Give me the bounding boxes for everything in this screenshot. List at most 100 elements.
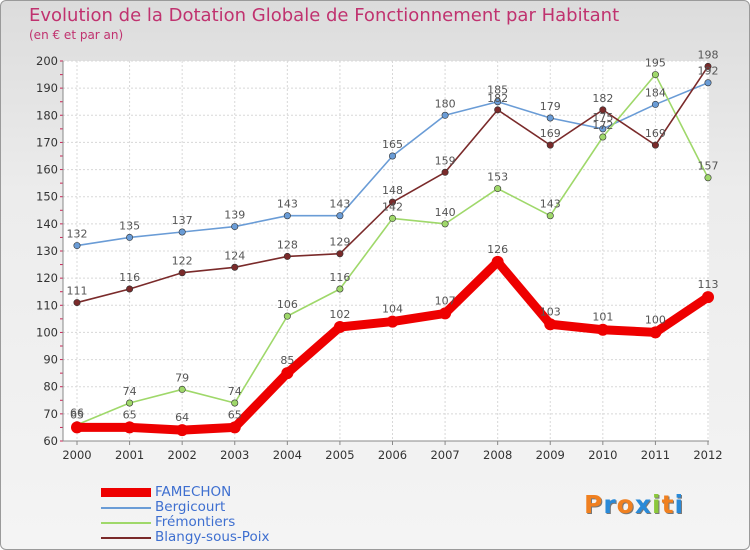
data-point — [704, 79, 712, 87]
x-tick-label: 2010 — [588, 448, 617, 462]
data-label: 185 — [487, 84, 508, 97]
data-label: 148 — [382, 184, 403, 197]
y-tick-label: 80 — [43, 380, 58, 394]
data-point — [388, 214, 396, 222]
data-point — [123, 421, 136, 434]
data-label: 65 — [123, 408, 137, 421]
data-point — [494, 98, 502, 106]
data-label: 198 — [698, 48, 719, 61]
data-label: 184 — [645, 86, 666, 99]
data-point — [176, 424, 189, 437]
data-point — [441, 220, 449, 228]
y-tick-label: 160 — [36, 163, 58, 177]
data-label: 143 — [540, 198, 561, 211]
data-point — [599, 106, 607, 114]
y-tick-label: 190 — [36, 81, 58, 95]
data-point — [283, 252, 291, 260]
data-point — [231, 263, 239, 271]
data-label: 182 — [487, 92, 508, 105]
legend-swatch — [101, 488, 151, 497]
series-blangy-sous-poix — [73, 62, 712, 307]
data-label: 111 — [67, 285, 88, 298]
data-point — [651, 141, 659, 149]
data-label: 129 — [329, 236, 350, 249]
data-point — [704, 174, 712, 182]
series-fremontiers — [73, 71, 712, 429]
data-label: 169 — [540, 127, 561, 140]
data-point — [544, 318, 557, 331]
y-tick-label: 200 — [36, 54, 58, 68]
legend-swatch — [101, 521, 151, 524]
y-tick-label: 180 — [36, 108, 58, 122]
data-label: 106 — [277, 298, 298, 311]
data-label: 137 — [172, 214, 193, 227]
legend-swatch — [101, 506, 151, 509]
plot-area — [63, 61, 709, 441]
y-tick-label: 170 — [36, 135, 58, 149]
legend-item: Bergicourt — [101, 500, 269, 515]
logo-letter: P — [584, 490, 604, 519]
data-point — [283, 212, 291, 220]
x-tick-label: 2006 — [378, 448, 407, 462]
data-label: 113 — [698, 278, 719, 291]
data-point — [281, 367, 294, 380]
data-point — [228, 421, 241, 434]
line-chart: 60 70 80 90 100 110 120 130 140 150 160 170 180 190 20… — [36, 48, 723, 462]
data-point — [283, 312, 291, 320]
data-label: 107 — [435, 294, 456, 307]
data-point — [491, 255, 504, 268]
data-label: 153 — [487, 171, 508, 184]
data-label: 143 — [277, 198, 298, 211]
data-label: 85 — [280, 354, 294, 367]
data-point — [336, 250, 344, 258]
data-point — [178, 228, 186, 236]
data-point — [126, 285, 134, 293]
data-point — [71, 421, 83, 434]
series-bergicourt — [73, 79, 712, 250]
x-tick-label: 2009 — [536, 448, 565, 462]
x-tick-label: 2005 — [325, 448, 354, 462]
y-tick-label: 70 — [43, 407, 58, 421]
data-label: 165 — [382, 138, 403, 151]
y-tick-label: 100 — [36, 325, 58, 339]
logo-letter: o — [616, 490, 635, 519]
data-label: 103 — [540, 305, 561, 318]
data-label: 180 — [435, 97, 456, 110]
logo-letter: x — [634, 490, 652, 519]
legend-label: Frémontiers — [155, 514, 236, 530]
data-label: 116 — [119, 271, 140, 284]
y-tick-label: 110 — [36, 298, 58, 312]
y-tick-label: 140 — [36, 217, 58, 231]
data-label: 122 — [172, 255, 193, 268]
data-point — [651, 100, 659, 108]
data-label: 142 — [382, 200, 403, 213]
legend-item: FAMECHON — [101, 485, 269, 500]
data-point — [73, 242, 81, 250]
y-tick-label: 130 — [36, 244, 58, 258]
data-label: 64 — [175, 411, 189, 424]
x-tick-label: 2003 — [220, 448, 249, 462]
data-point — [702, 291, 714, 304]
data-point — [494, 185, 502, 193]
data-label: 195 — [645, 57, 666, 70]
data-label: 126 — [487, 243, 508, 256]
data-point — [388, 198, 396, 206]
data-label: 128 — [277, 238, 298, 251]
data-point — [599, 133, 607, 141]
data-point — [231, 223, 239, 231]
data-label: 102 — [329, 308, 350, 321]
data-label: 179 — [540, 100, 561, 113]
legend-label: Bergicourt — [155, 499, 226, 515]
data-label: 116 — [329, 271, 350, 284]
legend-item: Blangy-sous-Poix — [101, 530, 269, 545]
x-tick-label: 2007 — [430, 448, 459, 462]
x-tick-label: 2008 — [483, 448, 512, 462]
data-point — [441, 111, 449, 119]
data-label: 172 — [592, 119, 613, 132]
data-point — [231, 399, 239, 407]
proxiti-logo: Proxiti — [584, 490, 684, 519]
data-label: 139 — [224, 209, 245, 222]
data-point — [546, 212, 554, 220]
data-point — [649, 326, 662, 339]
y-tick-label: 60 — [43, 434, 58, 448]
